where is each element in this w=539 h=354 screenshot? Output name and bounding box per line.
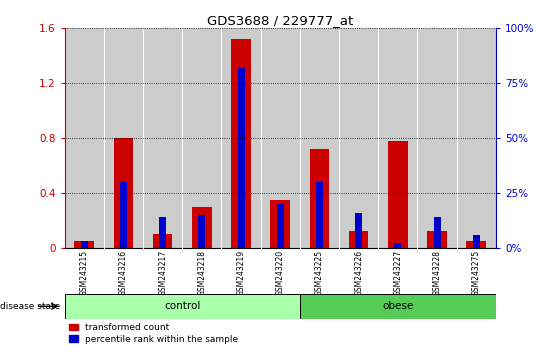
Bar xyxy=(349,232,369,248)
Title: GDS3688 / 229777_at: GDS3688 / 229777_at xyxy=(207,14,354,27)
Legend: transformed count, percentile rank within the sample: transformed count, percentile rank withi… xyxy=(69,323,239,344)
Bar xyxy=(427,232,447,248)
Bar xyxy=(277,204,284,248)
Bar xyxy=(310,149,329,248)
Bar xyxy=(198,215,205,248)
Bar xyxy=(143,28,182,248)
Text: GSM243215: GSM243215 xyxy=(80,250,89,296)
Bar xyxy=(378,28,418,248)
Bar xyxy=(388,141,407,248)
Bar xyxy=(418,28,457,248)
Text: GSM243227: GSM243227 xyxy=(393,250,403,296)
Text: GSM243275: GSM243275 xyxy=(472,250,481,296)
Bar xyxy=(114,138,133,248)
Bar xyxy=(261,28,300,248)
Text: GSM243218: GSM243218 xyxy=(197,250,206,296)
Bar xyxy=(271,200,290,248)
Bar xyxy=(65,294,300,319)
Bar xyxy=(395,244,402,248)
Bar xyxy=(238,68,245,248)
Text: GSM243225: GSM243225 xyxy=(315,250,324,296)
Text: obese: obese xyxy=(382,301,413,311)
Text: GSM243219: GSM243219 xyxy=(237,250,246,296)
Bar xyxy=(153,234,172,248)
Text: disease state: disease state xyxy=(0,302,60,311)
Bar xyxy=(355,213,362,248)
Bar xyxy=(182,28,222,248)
Bar xyxy=(120,182,127,248)
Bar xyxy=(433,217,440,248)
Bar xyxy=(339,28,378,248)
Bar xyxy=(104,28,143,248)
Text: GSM243228: GSM243228 xyxy=(433,250,441,296)
Text: GSM243217: GSM243217 xyxy=(158,250,167,296)
Bar xyxy=(300,28,339,248)
Text: GSM243226: GSM243226 xyxy=(354,250,363,296)
Bar xyxy=(473,235,480,248)
Bar xyxy=(222,28,261,248)
Bar xyxy=(65,28,104,248)
Text: GSM243220: GSM243220 xyxy=(276,250,285,296)
Text: control: control xyxy=(164,301,201,311)
Bar xyxy=(159,217,166,248)
Bar xyxy=(457,28,496,248)
Bar xyxy=(316,182,323,248)
Bar xyxy=(81,241,88,248)
Bar xyxy=(192,207,212,248)
Bar xyxy=(231,39,251,248)
Bar xyxy=(300,294,496,319)
Bar xyxy=(466,241,486,248)
Text: GSM243216: GSM243216 xyxy=(119,250,128,296)
Bar xyxy=(74,241,94,248)
